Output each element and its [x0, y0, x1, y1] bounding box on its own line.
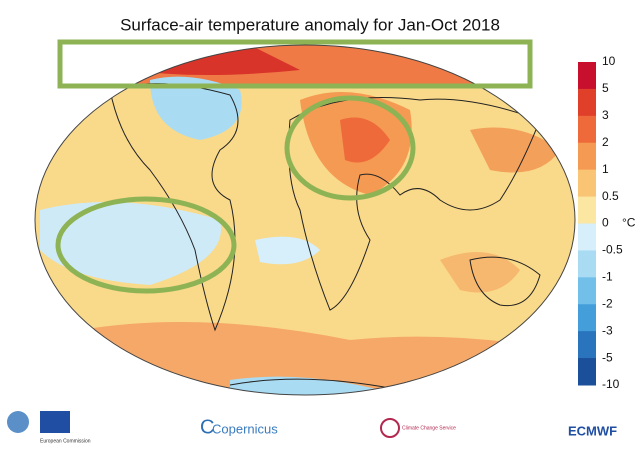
ec-logo: European Commission: [40, 438, 91, 444]
colorbar-label: 10: [602, 54, 616, 68]
colorbar-segment: [578, 88, 596, 117]
globe-outline: [34, 44, 576, 396]
colorbar-label: -10: [602, 377, 620, 391]
colorbar-segment: [578, 223, 596, 251]
colorbar-segment: [578, 304, 596, 332]
copernicus-c: C: [200, 416, 214, 438]
colorbar-segment: [578, 142, 596, 171]
colorbar-label: -3: [602, 323, 613, 337]
annotations: [55, 39, 533, 294]
c3s-logo: Climate Change Service: [402, 425, 456, 431]
colorbar-unit: °C: [622, 216, 636, 230]
colorbar-segment: [578, 62, 596, 90]
copernicus-logo: Copernicus: [212, 421, 278, 436]
colorbar-segment: [578, 277, 596, 305]
colorbar-segment: [578, 250, 596, 278]
colorbar-label: 3: [602, 108, 609, 122]
colorbar-label: 0: [602, 216, 609, 230]
colorbar-segment: [578, 115, 596, 144]
colorbar-label: -2: [602, 296, 613, 310]
colorbar-label: 0.5: [602, 189, 619, 203]
colorbar-segment: [578, 331, 596, 359]
anomaly-map: [35, 45, 575, 395]
colorbar: 10 5 3 2 1 0.5 0 -0.5 -1 -2 -3 -5 -10 °C: [578, 54, 636, 391]
logos: European Commission C Copernicus Climate…: [7, 411, 617, 444]
colorbar-label: -1: [602, 270, 613, 284]
colorbar-label: 1: [602, 162, 609, 176]
colorbar-label: -5: [602, 350, 613, 364]
colorbar-segment: [578, 358, 596, 386]
colorbar-segment: [578, 169, 596, 198]
colorbar-label: -0.5: [602, 243, 623, 257]
ecmwf-logo: ECMWF: [568, 423, 617, 438]
colorbar-label: 2: [602, 135, 609, 149]
colorbar-segment: [578, 196, 596, 224]
colorbar-label: 5: [602, 81, 609, 95]
map-title: Surface-air temperature anomaly for Jan-…: [120, 15, 500, 34]
